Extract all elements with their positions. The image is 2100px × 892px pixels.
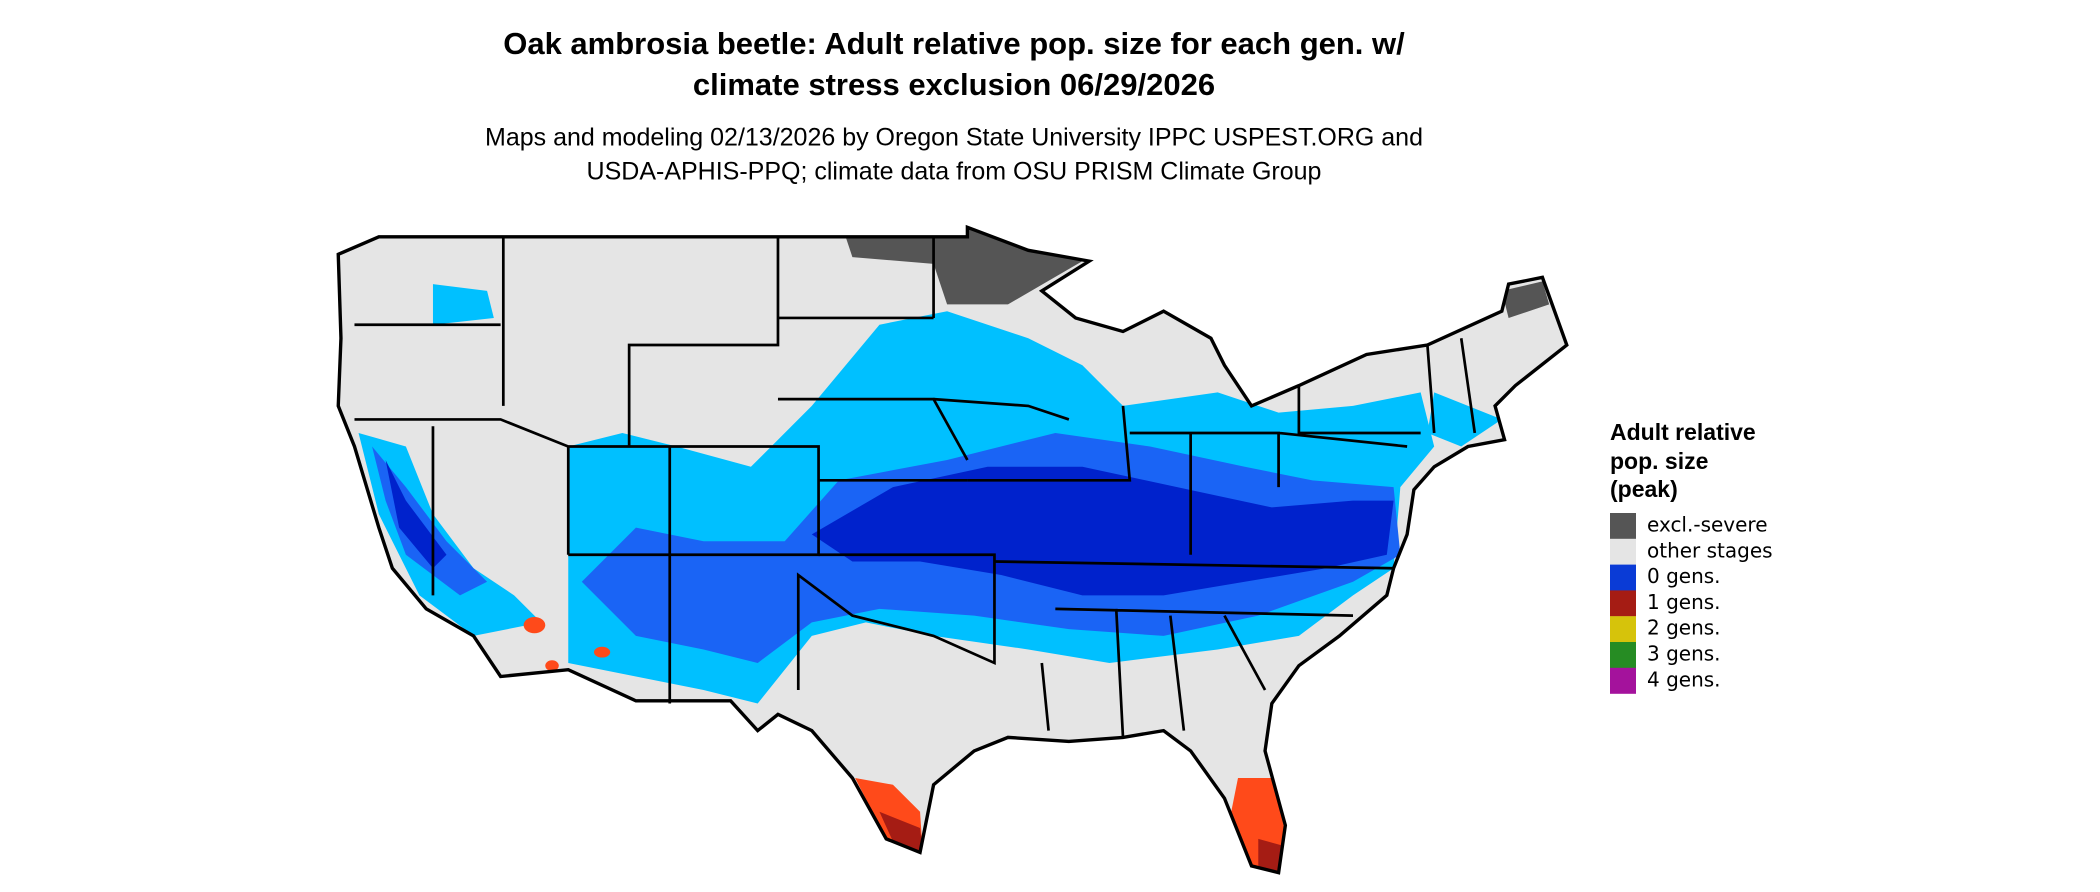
legend-swatch — [1610, 667, 1636, 694]
legend-label: 3 gens. — [1647, 642, 1721, 666]
legend-swatch — [1610, 538, 1636, 565]
legend-title: (peak) — [1610, 476, 1678, 502]
subtitle-line: Maps and modeling 02/13/2026 by Oregon S… — [485, 124, 1423, 152]
legend-label: other stages — [1647, 538, 1773, 562]
legend-swatch — [1610, 590, 1636, 617]
legend-title: pop. size — [1610, 448, 1708, 474]
legend-label: 2 gens. — [1647, 616, 1721, 640]
legend-label: excl.-severe — [1647, 513, 1768, 537]
legend-swatch — [1610, 616, 1636, 643]
legend-title: Adult relative — [1610, 419, 1756, 445]
legend-swatch — [1610, 642, 1636, 668]
legend-label: 4 gens. — [1647, 667, 1721, 691]
subtitle-line: USDA-APHIS-PPQ; climate data from OSU PR… — [587, 158, 1322, 186]
legend-swatch — [1610, 513, 1636, 539]
title-line: Oak ambrosia beetle: Adult relative pop.… — [503, 26, 1405, 61]
legend-label: 0 gens. — [1647, 564, 1721, 588]
legend-label: 1 gens. — [1647, 590, 1721, 614]
legend: Adult relative pop. size (peak) excl.-se… — [1610, 419, 1773, 694]
title-line: climate stress exclusion 06/29/2026 — [693, 67, 1215, 102]
legend-swatch — [1610, 564, 1636, 591]
map — [336, 224, 1569, 875]
